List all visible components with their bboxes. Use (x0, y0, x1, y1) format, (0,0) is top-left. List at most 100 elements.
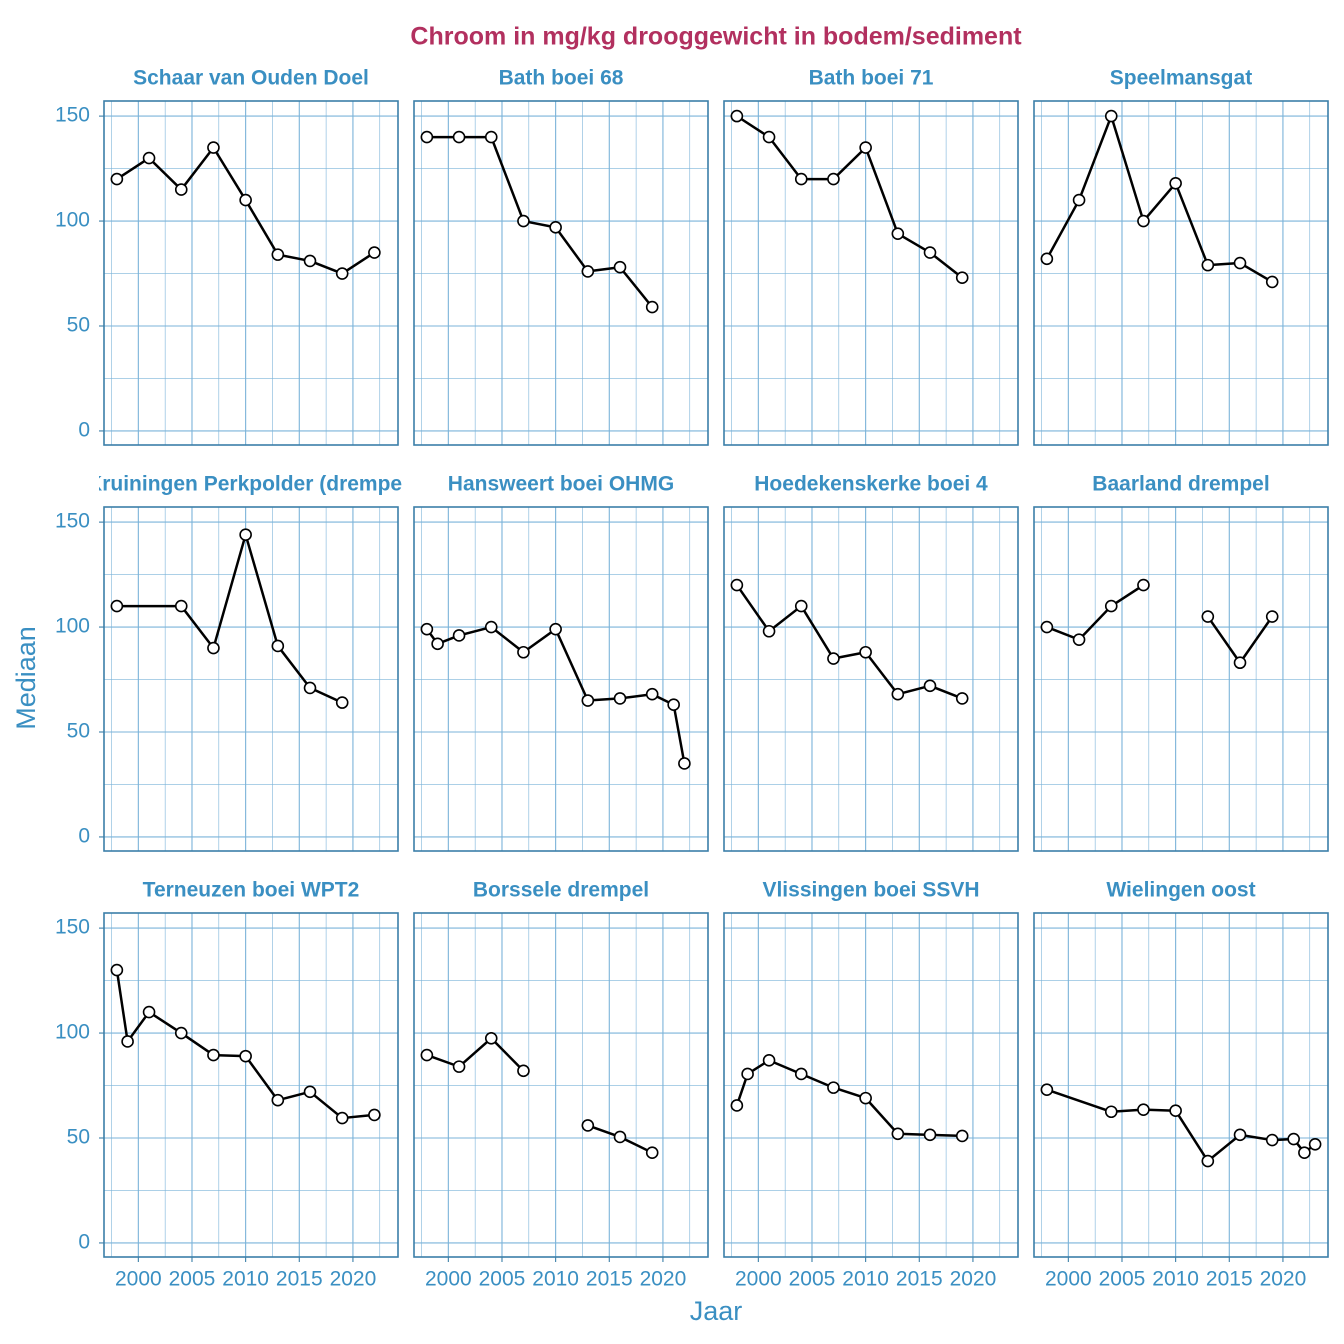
panel-title: Wielingen oost (1106, 879, 1255, 902)
point (1104, 599, 1118, 613)
point (794, 599, 808, 613)
point (613, 692, 627, 705)
panel-title: Hoedekenskerke boei 4 (754, 473, 988, 496)
panel-title: Bath boei 71 (809, 67, 934, 90)
point (923, 246, 937, 259)
point (827, 652, 840, 665)
point (1233, 256, 1247, 270)
point (174, 599, 188, 613)
y-tick-label: 50 (67, 720, 90, 743)
point (1201, 610, 1215, 623)
panel-frame (1033, 912, 1329, 1258)
panel-title: Vlissingen boei SSVH (762, 879, 979, 902)
point (484, 1032, 498, 1045)
point (142, 1005, 156, 1019)
y-tick-label: 0 (78, 824, 90, 847)
point (859, 141, 872, 154)
x-tick-label: 2005 (479, 1268, 526, 1291)
series-line (426, 135, 654, 308)
point (1104, 1105, 1118, 1119)
x-tick-label: 2020 (1260, 1268, 1307, 1291)
y-axis-title: Mediaan (11, 626, 41, 730)
point (1040, 1083, 1054, 1097)
point (271, 639, 285, 653)
point (420, 130, 434, 144)
point (730, 1099, 744, 1112)
point (420, 622, 434, 636)
y-tick-label: 100 (55, 1021, 90, 1044)
point (1287, 1132, 1300, 1146)
panel-frame (1033, 100, 1329, 446)
panel-frame (723, 506, 1019, 852)
point (335, 1111, 349, 1125)
series-line (116, 533, 343, 704)
panel-frame (103, 912, 399, 1258)
point (762, 624, 776, 638)
point (1169, 1104, 1182, 1118)
point (581, 694, 595, 707)
x-tick-label: 2010 (222, 1268, 269, 1291)
series-line (1206, 615, 1274, 664)
point (955, 271, 969, 285)
point (891, 687, 905, 701)
point (859, 645, 872, 659)
point (335, 267, 349, 280)
point (1265, 275, 1279, 289)
y-tick-label: 150 (55, 510, 90, 533)
panel-frame (413, 912, 709, 1258)
panel-frame (413, 506, 709, 852)
point (794, 1067, 808, 1081)
point (368, 1108, 381, 1122)
point (955, 1129, 969, 1143)
point (452, 130, 466, 144)
point (827, 172, 840, 186)
panel-title: Borssele drempel (473, 879, 649, 902)
point (1169, 176, 1182, 190)
point (891, 227, 905, 240)
point (484, 620, 498, 634)
x-tick-label: 2010 (532, 1268, 579, 1291)
panel-frame (1033, 506, 1329, 852)
x-axis-title: Jaar (690, 1296, 743, 1326)
point (1233, 656, 1247, 670)
x-tick-label: 2000 (115, 1268, 162, 1291)
x-tick-label: 2015 (276, 1268, 323, 1291)
series-line (1046, 584, 1145, 641)
panel-title: Baarland drempel (1092, 473, 1269, 496)
point (1265, 1133, 1279, 1147)
point (121, 1035, 134, 1048)
point (794, 172, 808, 186)
point (484, 130, 498, 144)
point (1104, 109, 1118, 123)
point (1137, 1103, 1150, 1116)
x-tick-label: 2010 (1152, 1268, 1199, 1291)
point (1233, 1128, 1247, 1142)
point (368, 246, 381, 259)
panel-frame (103, 506, 399, 852)
point (239, 1049, 252, 1063)
y-tick-label: 100 (55, 615, 90, 638)
point (923, 1128, 937, 1142)
point (517, 214, 530, 228)
point (1137, 578, 1150, 592)
x-tick-label: 2000 (425, 1268, 472, 1291)
point (1040, 252, 1054, 266)
point (645, 687, 659, 701)
point (207, 641, 220, 655)
point (110, 599, 124, 613)
panel-title: Terneuzen boei WPT2 (143, 879, 360, 902)
point (1308, 1137, 1322, 1151)
point (207, 1048, 220, 1062)
panel-frame (103, 100, 399, 446)
x-tick-label: 2000 (735, 1268, 782, 1291)
point (517, 645, 530, 659)
point (517, 1064, 530, 1078)
point (581, 265, 595, 278)
x-tick-label: 2015 (896, 1268, 943, 1291)
point (174, 1026, 188, 1040)
point (613, 260, 627, 274)
point (174, 183, 188, 196)
panel-title: Bath boei 68 (499, 67, 624, 90)
